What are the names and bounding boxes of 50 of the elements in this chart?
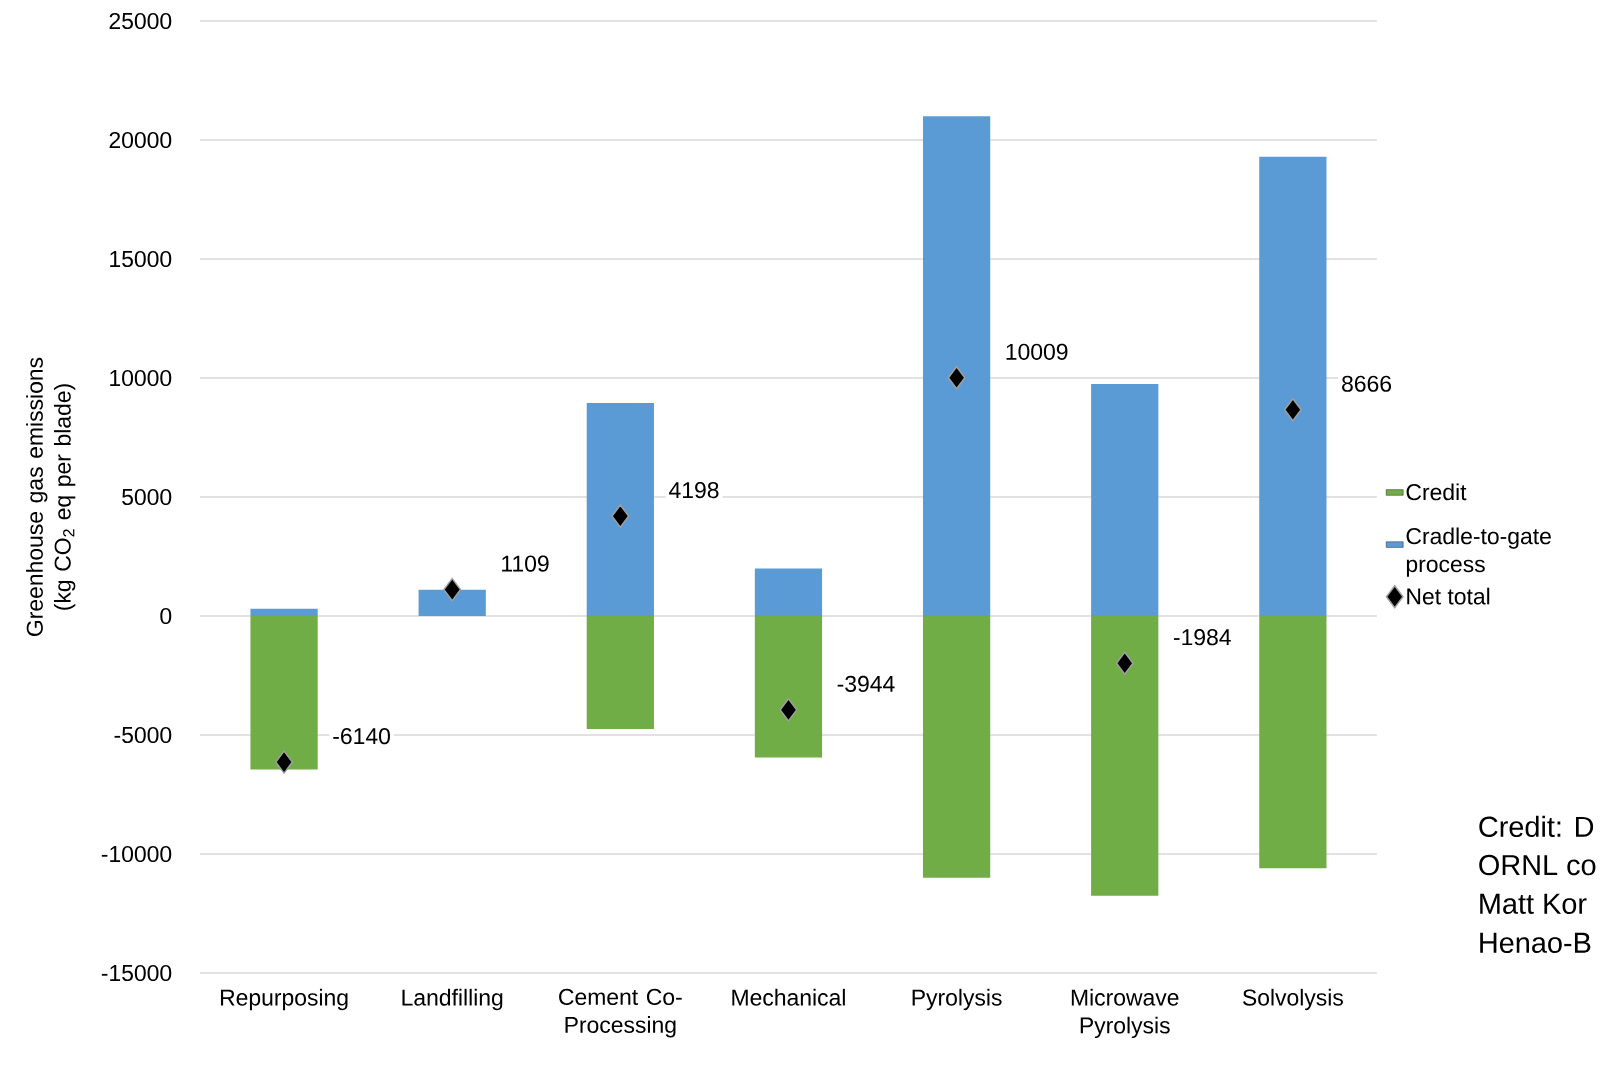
- bar: [1259, 156, 1327, 616]
- x-tick-label: Pyrolysis: [912, 988, 1002, 1011]
- y-tick-label: -10000: [101, 845, 172, 863]
- bar: [922, 116, 991, 616]
- x-tick-label: Microwave Pyrolysis: [1071, 988, 1179, 1039]
- data-label: 8666: [1342, 375, 1392, 392]
- point: [611, 504, 630, 528]
- bar: [1259, 616, 1327, 869]
- data-label: 10009: [1006, 343, 1068, 360]
- data-label: -6140: [333, 728, 390, 745]
- bar: [250, 616, 318, 770]
- data-label: 4198: [669, 481, 719, 499]
- text: Matt Kor: [1480, 893, 1587, 914]
- text: Henao-B: [1480, 932, 1591, 953]
- y-tick-label: 10000: [110, 369, 172, 387]
- point: [947, 366, 966, 390]
- text: Credit: D: [1479, 815, 1594, 838]
- y-tick-label: 5000: [122, 488, 172, 506]
- text: ORNL co: [1479, 854, 1596, 876]
- y-tick-label: 15000: [110, 250, 172, 268]
- bar: [1091, 616, 1159, 896]
- x-tick-label: Solvolysis: [1242, 988, 1343, 1011]
- bar: [586, 402, 654, 616]
- y-tick-label: -15000: [101, 964, 172, 982]
- y-tick-label: 20000: [109, 131, 172, 149]
- data-label: 1109: [502, 555, 549, 572]
- legend-label: Cradle-to-gate process: [1406, 527, 1551, 577]
- y-tick-label: 0: [160, 607, 172, 625]
- legend-label: Net total: [1407, 587, 1490, 605]
- x-tick-label: Landfilling: [402, 988, 503, 1011]
- data-label: -3944: [837, 675, 895, 692]
- point: [779, 698, 798, 722]
- data-label: -1984: [1173, 629, 1231, 646]
- bar: [754, 616, 823, 758]
- bar: [250, 608, 318, 616]
- x-tick-label: Cement Co-Processing: [559, 988, 682, 1038]
- bar: [418, 589, 486, 616]
- x-tick-label: Repurposing: [220, 988, 348, 1011]
- x-tick-label: Mechanical: [732, 988, 845, 1006]
- bar: [922, 616, 991, 878]
- y-tick-label: 25000: [109, 12, 172, 30]
- point: [443, 577, 462, 602]
- bar: [754, 568, 823, 616]
- bar: [586, 616, 654, 730]
- point: [275, 750, 294, 774]
- y-tick-label: -5000: [114, 726, 172, 744]
- point: [1115, 651, 1134, 675]
- bar: [1091, 383, 1159, 616]
- point: [1283, 397, 1302, 422]
- legend-label: Credit: [1406, 483, 1467, 501]
